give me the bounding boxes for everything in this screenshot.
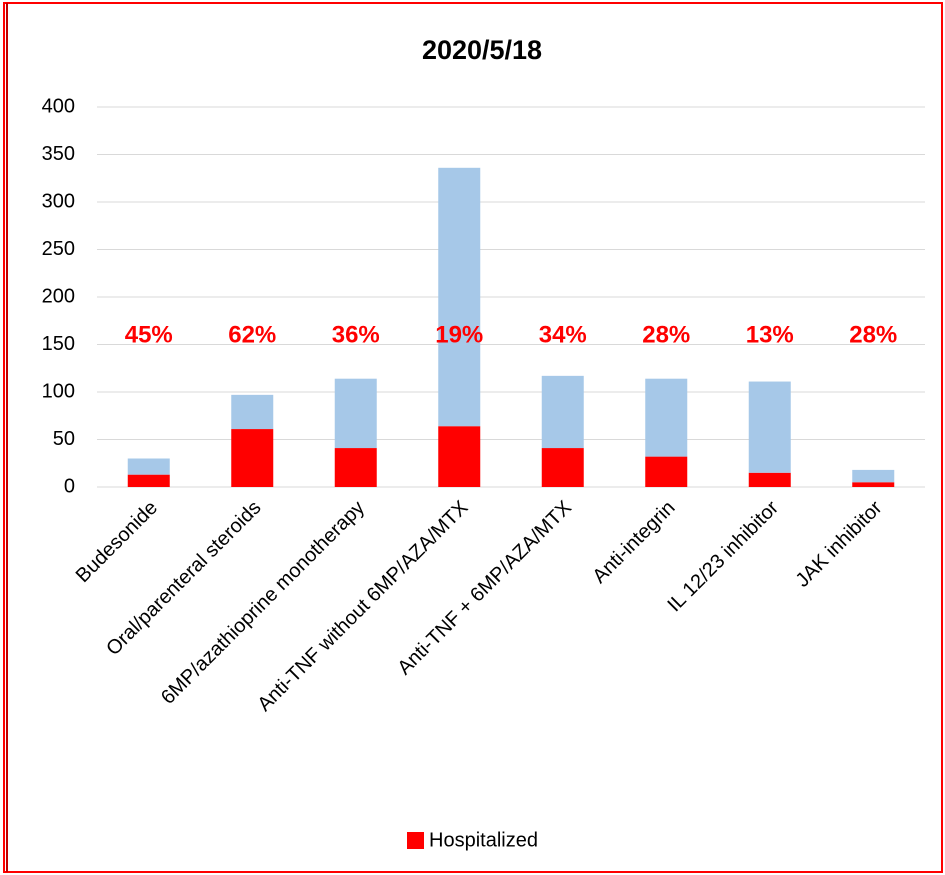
bar-segment — [645, 378, 688, 457]
percent-label: 62% — [228, 321, 276, 348]
bar-segment — [334, 378, 377, 449]
percent-label: 13% — [746, 321, 794, 348]
bar-segment — [645, 456, 688, 487]
legend-label: Hospitalized — [429, 829, 538, 851]
bar-segment — [438, 167, 481, 427]
percent-label: 45% — [125, 321, 173, 348]
bar-segment — [231, 394, 274, 430]
bar-segment — [127, 474, 170, 487]
y-tick-label: 50 — [53, 428, 75, 450]
bar-segment — [541, 375, 584, 449]
percent-label: 34% — [539, 321, 587, 348]
bar-segment — [748, 381, 791, 473]
y-tick-label: 300 — [42, 190, 75, 212]
y-tick-label: 400 — [42, 95, 75, 117]
y-tick-label: 100 — [42, 380, 75, 402]
bar-segment — [127, 458, 170, 475]
percent-label: 28% — [642, 321, 690, 348]
percent-label: 28% — [849, 321, 897, 348]
bar-segment — [852, 482, 895, 487]
bar-segment — [334, 448, 377, 487]
bar-segment — [541, 448, 584, 487]
bar-segment — [852, 469, 895, 483]
percent-label: 19% — [435, 321, 483, 348]
legend-swatch — [407, 832, 424, 849]
y-tick-label: 0 — [64, 475, 75, 497]
y-tick-label: 250 — [42, 238, 75, 260]
bar-segment — [231, 429, 274, 487]
y-tick-label: 150 — [42, 333, 75, 355]
y-tick-label: 350 — [42, 143, 75, 165]
bar-segment — [438, 426, 481, 487]
bar-segment — [748, 472, 791, 487]
y-tick-label: 200 — [42, 285, 75, 307]
chart-title: 2020/5/18 — [422, 35, 542, 65]
percent-label: 36% — [332, 321, 380, 348]
